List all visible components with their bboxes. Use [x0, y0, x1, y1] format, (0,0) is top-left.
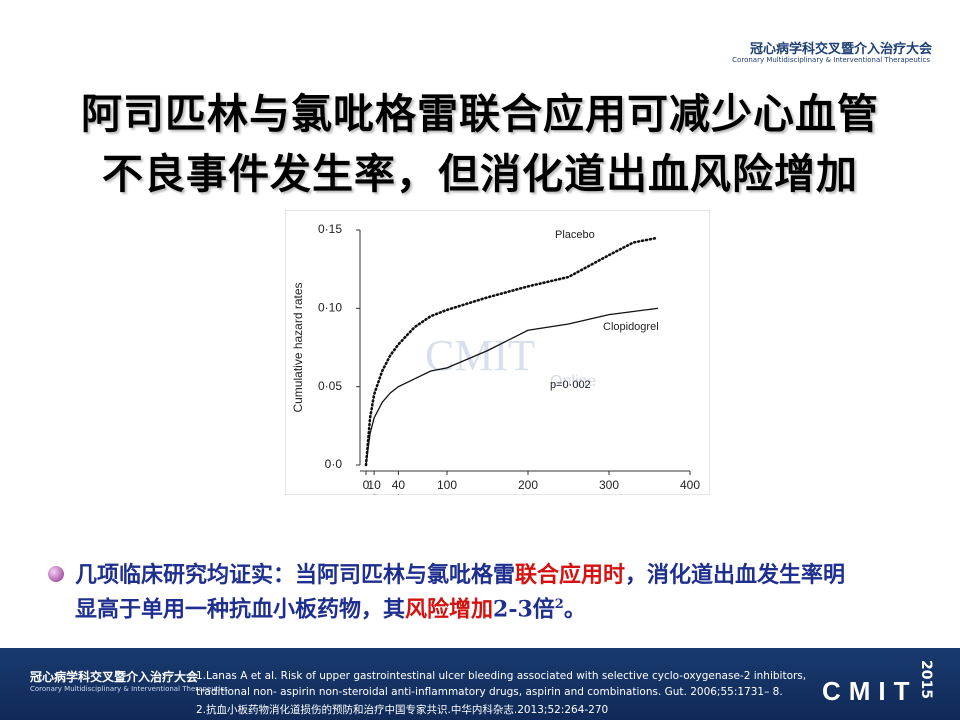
y-tick-label: 0·0 [325, 457, 343, 471]
annotation: p=0·002 [550, 379, 591, 391]
header-logo: 冠心病学科交叉暨介入治疗大会 [749, 42, 932, 57]
reference: 1.Lanas A et al. Risk of upper gastroint… [196, 670, 807, 698]
text: 。 [563, 596, 586, 623]
footer-logo-sub: Coronary Multidisciplinary & Interventio… [30, 685, 228, 693]
x-tick-label: 300 [599, 478, 619, 492]
title: 不良事件发生率，但消化道出血风险增加 [102, 150, 858, 198]
y-axis-label: Cumulative hazard rates [291, 282, 305, 412]
footer-band [0, 648, 960, 720]
x-tick-label: 400 [680, 478, 700, 492]
bullet-icon [48, 566, 64, 582]
arrow-head [397, 494, 399, 495]
y-tick-label: 0·05 [318, 379, 342, 393]
text: 2-3倍 [493, 596, 555, 623]
citation: 2 [554, 597, 564, 612]
chart: CMIT Online 0·0 0·05 0·10 0·15 010 40 100 200 300 4… [285, 210, 710, 495]
series-label: Clopidogrel [603, 321, 659, 333]
text: ，消化道出血发生率明显高于单用一种抗血小板药物，其 [75, 562, 846, 623]
arrow-head [373, 494, 375, 495]
highlight: 联合应用时 [515, 562, 626, 588]
watermark: Online [550, 373, 596, 390]
x-tick-label: 10 [367, 478, 381, 492]
series-label: Placebo [555, 229, 595, 241]
header-logo-sub: Coronary Multidisciplinary & Interventio… [732, 56, 930, 64]
x-tick-label: 200 [518, 478, 538, 492]
x-tick-label: 40 [392, 478, 406, 492]
reference: 2.抗血小板药物消化道损伤的预防和治疗中国专家共识.中华内科杂志.2013;52… [196, 704, 609, 716]
year: 2015 [918, 660, 934, 699]
bullet-text: 几项临床研究均证实：当阿司匹林与氯吡格雷联合应用时，消化道出血发生率明显高于单用… [75, 560, 865, 624]
footer-logo: 冠心病学科交叉暨介入治疗大会 [30, 670, 199, 684]
highlight: 风险增加 [405, 596, 494, 623]
text: 几项临床研究均证实：当阿司匹林与氯吡格雷 [75, 562, 516, 588]
line [364, 236, 659, 467]
chart-frame [285, 210, 710, 495]
watermark: CMIT [425, 331, 535, 380]
x-tick-label: 0 [363, 478, 370, 492]
line [365, 307, 659, 466]
x-tick-label: 100 [437, 478, 457, 492]
y-tick-label: 0·15 [318, 222, 342, 236]
brand: CMIT [822, 676, 918, 706]
y-tick-label: 0·10 [318, 301, 342, 315]
title: 阿司匹林与氯吡格雷联合应用可减少心血管 [81, 90, 879, 138]
